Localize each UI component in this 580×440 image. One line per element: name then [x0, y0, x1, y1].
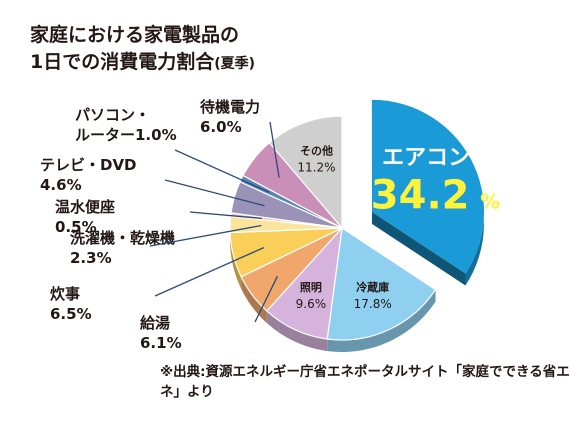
callout-label: ルーター1.0%	[75, 126, 177, 144]
title-line-2-main: 1日での消費電力割合	[30, 51, 215, 73]
slice-side	[327, 289, 436, 352]
callout-label: 6.0%	[200, 118, 242, 136]
callout-label: パソコン・	[75, 106, 150, 124]
callout-label: テレビ・DVD	[40, 156, 137, 174]
callout-label: 6.5%	[50, 305, 92, 323]
callout-label: 4.6%	[40, 176, 82, 194]
inside-value: 17.8%	[354, 297, 392, 311]
title-line-1: 家庭における家電製品の	[30, 24, 240, 46]
title-season: (夏季)	[214, 56, 256, 72]
callout-label: 給湯	[140, 314, 170, 332]
callout-line	[189, 211, 262, 220]
slice-face	[371, 211, 466, 286]
callout-line	[254, 276, 278, 323]
pie-slice-1	[326, 226, 437, 341]
callout-line	[149, 224, 262, 247]
callout-label: 洗濯機・乾燥機	[70, 229, 175, 247]
callout-label: 6.1%	[140, 334, 182, 352]
title-line-2: 1日での消費電力割合(夏季)	[30, 49, 255, 78]
callout-label: 炊事	[50, 285, 80, 303]
callout-line	[174, 149, 270, 194]
source-note: ※出典:資源エネルギー庁省エネポータルサイト「家庭でできる省エネ」より	[160, 364, 570, 400]
inside-value: 11.2%	[297, 161, 335, 175]
inside-label: 冷蔵庫	[356, 280, 389, 294]
callout-label: 2.3%	[70, 249, 112, 267]
callout-line	[269, 121, 280, 178]
chart-title: 家庭における家電製品の 1日での消費電力割合(夏季)	[30, 22, 255, 78]
slice-side	[230, 232, 242, 289]
callout-line	[154, 247, 265, 297]
pie-slice-10	[268, 115, 343, 230]
callout-line	[164, 179, 265, 207]
inside-value-unit: %	[480, 190, 500, 214]
inside-value: 34.2	[371, 173, 470, 219]
inside-label: 照明	[300, 281, 322, 294]
inside-label: その他	[300, 144, 333, 158]
callout-label: 0.5%	[55, 218, 97, 236]
inside-label: エアコン	[382, 146, 470, 171]
pie-slice-0	[371, 99, 484, 274]
callout-label: 待機電力	[200, 98, 260, 116]
inside-value: 9.6%	[296, 297, 327, 311]
callout-label: 温水便座	[55, 198, 115, 216]
